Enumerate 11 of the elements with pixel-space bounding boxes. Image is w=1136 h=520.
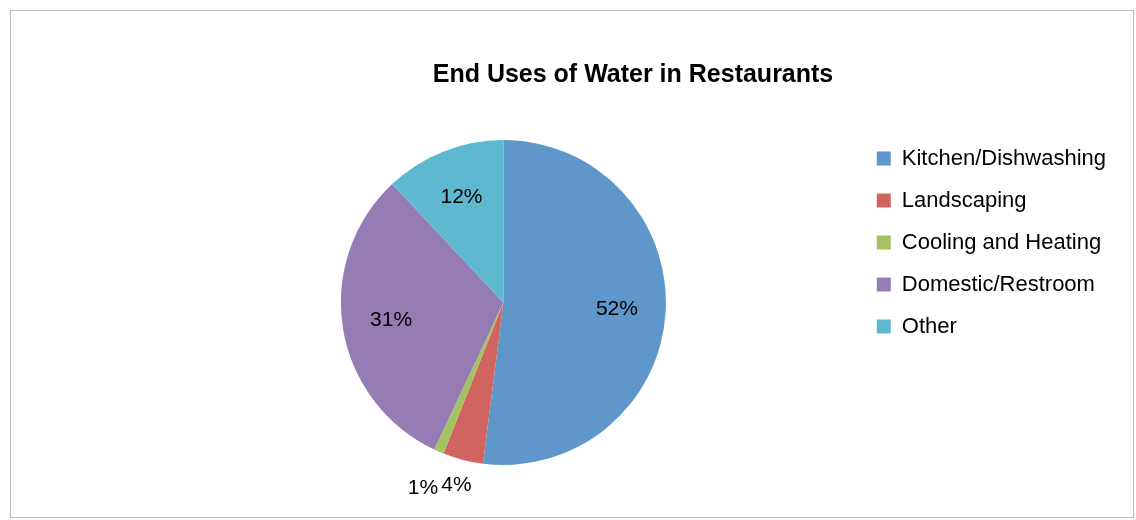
data-label: 52% [595,296,638,320]
legend-label: Kitchen/Dishwashing [901,144,1107,170]
data-label: 1% [407,475,439,499]
legend-label: Domestic/Restroom [901,270,1095,296]
legend-label: Landscaping [901,186,1027,212]
legend-label: Cooling and Heating [901,228,1102,254]
chart-title: End Uses of Water in Restaurants [432,58,834,87]
legend-label: Other [901,312,957,338]
data-label: 4% [441,471,472,495]
data-label: 31% [370,307,413,331]
data-label: 12% [440,183,483,207]
